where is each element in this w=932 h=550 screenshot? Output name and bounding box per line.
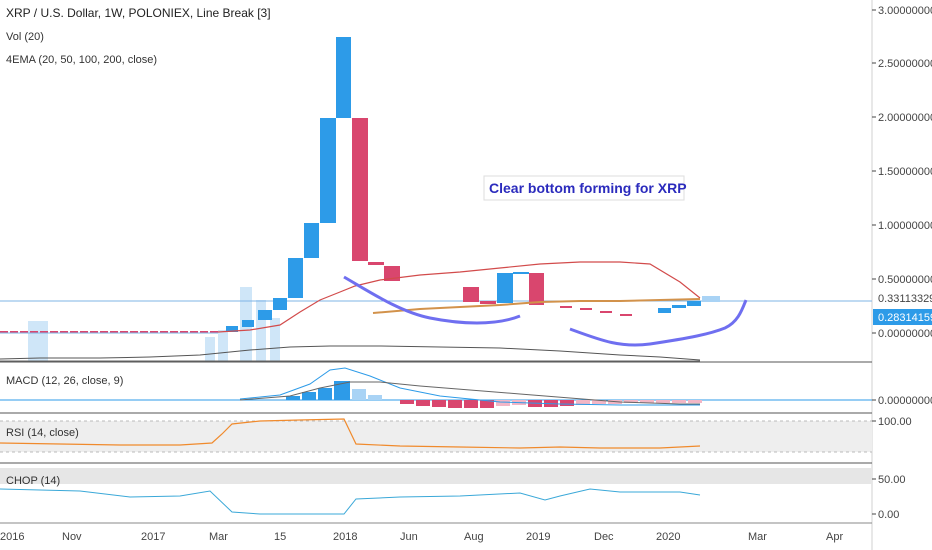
vol-indicator-label[interactable]: Vol (20) [6, 31, 44, 43]
drawn-curve-left [343, 275, 521, 325]
annotation-text: Clear bottom forming for XRP [489, 180, 687, 196]
candle [258, 310, 272, 320]
time-tick: 2018 [333, 531, 357, 543]
price-marker-box [873, 309, 932, 325]
candle [368, 262, 384, 265]
candle [529, 273, 544, 305]
candle [242, 320, 254, 327]
time-tick: Nov [62, 531, 82, 543]
time-tick: 2019 [526, 531, 550, 543]
macd-label[interactable]: MACD (12, 26, close, 9) [6, 375, 123, 387]
candle [352, 118, 368, 261]
candle [273, 298, 287, 310]
price-tick: 0.00000000 [878, 328, 932, 340]
candle [560, 306, 572, 308]
time-tick: Mar [209, 531, 228, 543]
candle [384, 266, 400, 281]
chop-band [0, 468, 872, 484]
candle-pending [702, 296, 720, 302]
macd-tick: 0.00000000 [878, 395, 932, 407]
price-axis: 3.00000000 2.50000000 2.00000000 1.50000… [872, 5, 932, 340]
candle [226, 326, 238, 332]
ema-100-line [0, 345, 701, 361]
time-tick: 2016 [0, 531, 24, 543]
candle [658, 308, 671, 313]
price-tick: 2.50000000 [878, 58, 932, 70]
time-tick: 15 [274, 531, 286, 543]
current-price-box [873, 290, 932, 306]
candle [288, 258, 303, 298]
current-price-label: 0.33113329 [878, 293, 932, 305]
price-tick: 1.00000000 [878, 220, 932, 232]
candle [480, 301, 496, 304]
chop-tick: 0.00 [878, 509, 899, 521]
macd-signal-line [239, 381, 700, 405]
rsi-tick: 100.00 [878, 416, 912, 428]
candle [497, 273, 513, 303]
time-tick: Dec [594, 531, 614, 543]
candle [687, 301, 701, 306]
candles [226, 37, 720, 332]
candle [463, 287, 479, 302]
time-axis: 2016 Nov 2017 Mar 15 2018 Jun Aug 2019 D… [0, 531, 843, 543]
time-tick: 2017 [141, 531, 165, 543]
candle [580, 308, 592, 310]
macd-histogram [286, 381, 702, 408]
annotation-box[interactable] [483, 175, 685, 201]
candle [304, 223, 319, 258]
rsi-line [0, 418, 701, 449]
time-tick: Aug [464, 531, 484, 543]
ema-indicator-label[interactable]: 4EMA (20, 50, 100, 200, close) [6, 54, 157, 66]
candle [513, 272, 529, 274]
price-tick: 0.50000000 [878, 274, 932, 286]
candle [600, 311, 612, 313]
ema-50-line [372, 298, 701, 314]
chop-label[interactable]: CHOP (14) [6, 475, 60, 487]
macd-line [239, 367, 700, 406]
candle [672, 305, 686, 308]
price-tick: 1.50000000 [878, 166, 932, 178]
candle [336, 37, 351, 118]
chop-line [0, 488, 701, 515]
time-tick: Apr [826, 531, 843, 543]
chart-title[interactable]: XRP / U.S. Dollar, 1W, POLONIEX, Line Br… [6, 6, 271, 20]
ema-20-line [217, 261, 701, 333]
time-tick: Jun [400, 531, 418, 543]
chop-tick: 50.00 [878, 474, 906, 486]
candle [620, 314, 632, 316]
drawn-curve-right [569, 299, 748, 347]
price-tick: 3.00000000 [878, 5, 932, 17]
candle [320, 118, 336, 223]
time-tick: Mar [748, 531, 767, 543]
price-tick: 2.00000000 [878, 112, 932, 124]
rsi-band [0, 421, 872, 452]
rsi-label[interactable]: RSI (14, close) [6, 427, 79, 439]
price-marker-label: 0.28314159 [878, 312, 932, 324]
time-tick: 2020 [656, 531, 680, 543]
